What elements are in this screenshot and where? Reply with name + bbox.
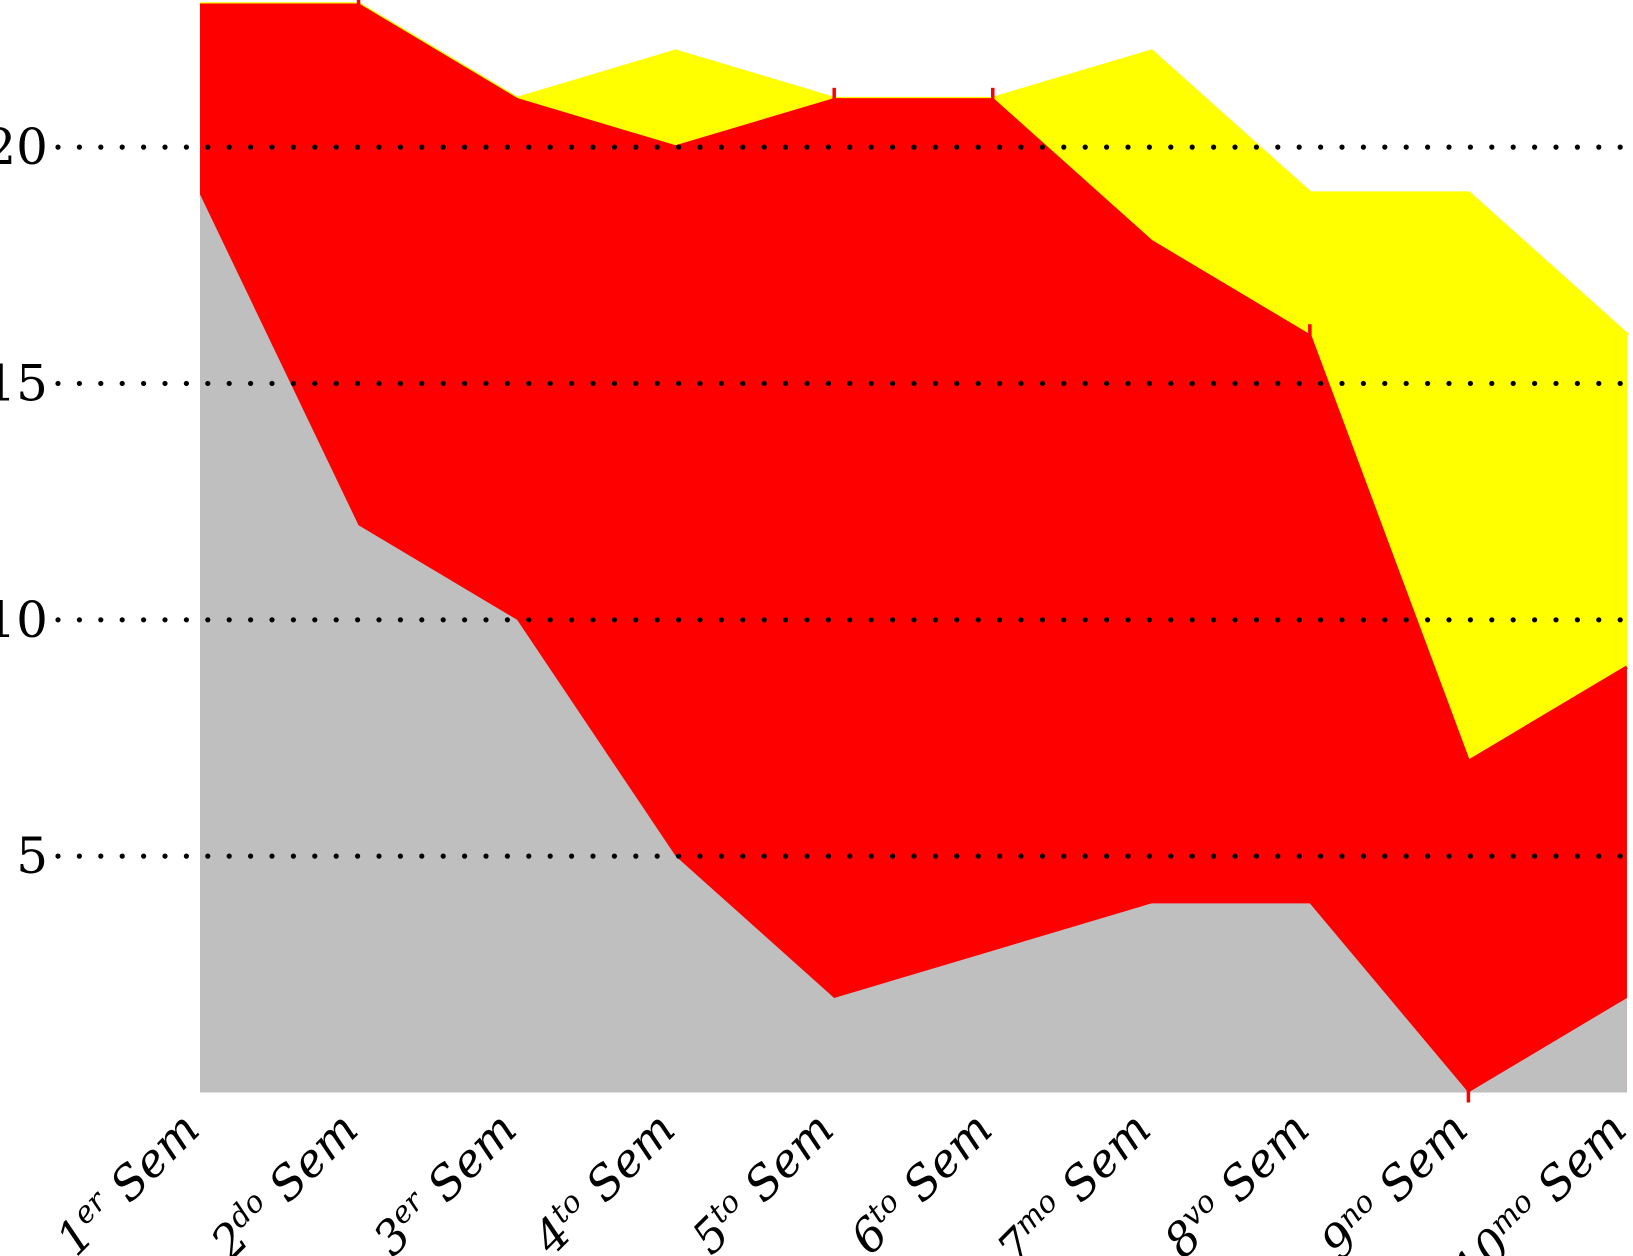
x-tick-label-7: 7mo Sem xyxy=(987,1102,1162,1256)
red-vertex-tick xyxy=(356,0,361,8)
x-tick-label-10: 10mo Sem xyxy=(1442,1102,1633,1256)
x-tick-label-4: 4to Sem xyxy=(522,1102,686,1256)
x-tick-label-9: 9no Sem xyxy=(1310,1102,1478,1256)
red-vertex-tick xyxy=(1308,324,1312,339)
y-tick-label-15: 15 xyxy=(0,354,48,412)
red-vertex-tick xyxy=(991,87,995,102)
y-tick-label-5: 5 xyxy=(16,827,48,885)
red-vertex-tick xyxy=(832,87,836,102)
y-tick-label-10: 10 xyxy=(0,591,48,649)
y-tick-label-20: 20 xyxy=(0,118,48,176)
x-tick-label-3: 3er Sem xyxy=(363,1102,527,1256)
gray-area-fill xyxy=(200,194,1627,1093)
x-tick-label-5: 5to Sem xyxy=(681,1102,844,1256)
x-tick-label-2: 2do Sem xyxy=(200,1102,369,1256)
x-tick-label-1: 1er Sem xyxy=(45,1102,209,1256)
red-area-line xyxy=(200,3,1628,765)
x-tick-label-8: 8vo Sem xyxy=(1153,1102,1319,1256)
red-baseline-tick xyxy=(1466,1087,1471,1103)
x-tick-label-6: 6to Sem xyxy=(840,1102,1003,1256)
